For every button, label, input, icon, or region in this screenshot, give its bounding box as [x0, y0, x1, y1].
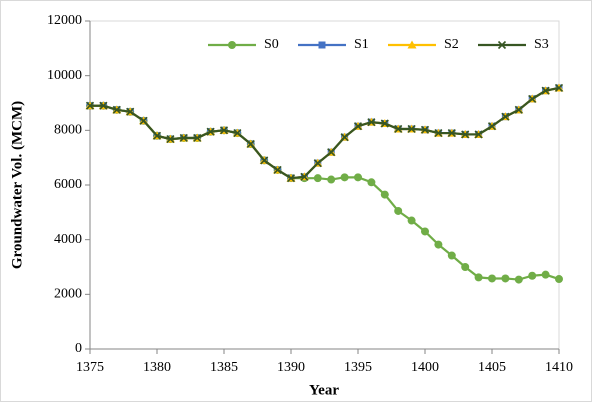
marker: [313, 174, 322, 183]
marker: [394, 206, 403, 215]
marker: [461, 263, 470, 271]
x-tick-label: 1385: [210, 360, 238, 375]
legend-marker: [497, 40, 507, 50]
y-tick-label: 2000: [54, 287, 82, 302]
marker: [246, 139, 255, 149]
marker: [394, 124, 403, 134]
marker: [286, 174, 296, 183]
legend-label: S1: [354, 37, 369, 52]
marker: [554, 83, 564, 93]
legend-marker: [407, 40, 417, 49]
marker: [420, 125, 430, 134]
marker: [487, 122, 497, 131]
y-tick-label: 6000: [54, 177, 82, 192]
marker: [447, 129, 456, 138]
marker: [354, 173, 362, 182]
x-tick-label: 1395: [344, 360, 372, 375]
marker: [340, 133, 349, 142]
marker: [528, 94, 537, 103]
marker: [514, 275, 523, 284]
marker: [85, 101, 95, 110]
marker: [139, 116, 148, 125]
marker: [421, 227, 429, 236]
legend-label: S2: [444, 37, 459, 52]
marker: [514, 105, 523, 114]
y-axis-title: Groundwater Vol. (MCM): [9, 101, 25, 269]
marker: [407, 216, 416, 225]
legend-label: S3: [534, 37, 549, 52]
marker: [99, 101, 108, 110]
y-tick-label: 4000: [54, 232, 82, 247]
x-axis-title: Year: [309, 382, 339, 398]
marker: [260, 156, 269, 165]
marker: [179, 133, 188, 143]
legend-marker: [228, 41, 236, 49]
marker: [434, 129, 443, 138]
marker: [461, 130, 470, 139]
marker: [353, 122, 363, 131]
x-tick-label: 1405: [478, 360, 506, 375]
legend-item: S0: [208, 37, 279, 52]
marker: [501, 112, 510, 121]
marker: [541, 270, 550, 279]
marker: [367, 118, 376, 127]
legend-marker: [318, 41, 326, 49]
marker: [152, 131, 162, 140]
marker: [528, 271, 537, 280]
marker: [219, 126, 229, 135]
marker: [380, 190, 389, 199]
marker: [327, 175, 336, 184]
marker: [367, 178, 376, 187]
x-tick-label: 1380: [143, 360, 171, 375]
series: [85, 83, 564, 183]
marker: [474, 273, 483, 282]
marker: [447, 251, 456, 260]
marker: [474, 130, 483, 139]
y-tick-label: 12000: [47, 13, 82, 28]
marker: [434, 240, 443, 249]
legend-item: S3: [478, 37, 549, 52]
marker: [112, 105, 121, 114]
marker: [206, 127, 215, 136]
marker: [488, 274, 496, 283]
marker: [501, 274, 510, 283]
marker: [541, 86, 550, 95]
marker: [327, 148, 336, 157]
legend-item: S2: [388, 37, 459, 52]
marker: [555, 275, 563, 284]
marker: [126, 107, 135, 116]
x-tick-label: 1400: [411, 360, 439, 375]
y-tick-label: 10000: [47, 68, 82, 83]
marker: [340, 173, 349, 182]
marker: [300, 172, 309, 181]
y-tick-label: 8000: [54, 123, 82, 138]
marker: [193, 133, 202, 143]
marker: [233, 129, 242, 138]
marker: [407, 124, 416, 134]
marker: [380, 119, 389, 128]
marker: [166, 135, 175, 144]
legend-label: S0: [264, 37, 279, 52]
legend-item: S1: [298, 37, 369, 52]
marker: [273, 165, 282, 175]
x-tick-label: 1410: [545, 360, 573, 375]
marker: [313, 159, 322, 168]
y-tick-label: 0: [75, 341, 82, 356]
x-tick-label: 1390: [277, 360, 305, 375]
x-tick-label: 1375: [76, 360, 104, 375]
